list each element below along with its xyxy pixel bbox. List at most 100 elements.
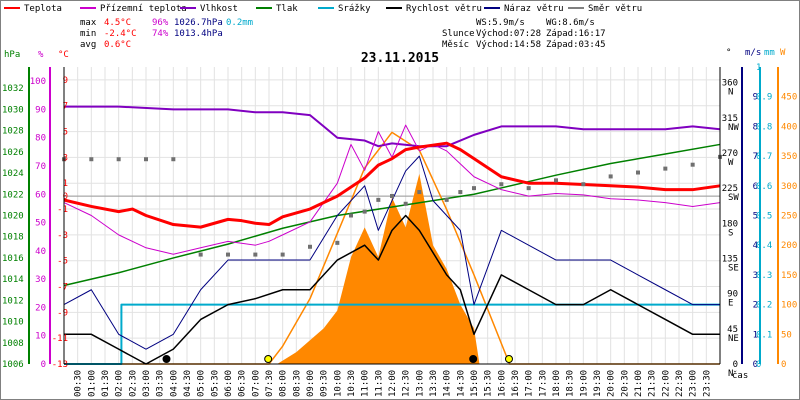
humidity-tick-label: 70: [35, 162, 46, 172]
direction-cardinal-label: SW: [728, 193, 739, 203]
wind-direction-point: [581, 182, 586, 187]
stats-max-pressure: 1026.7hPa: [174, 18, 223, 28]
stats-avg-temp: 0.6°C: [104, 40, 131, 50]
wind-tick-label: 6: [753, 182, 758, 192]
x-tick-label: 18:00: [552, 370, 562, 397]
x-tick-label: 07:00: [251, 370, 261, 397]
wind-direction-point: [390, 193, 394, 198]
stats-max-label: max: [80, 18, 97, 28]
direction-tick-label: 45: [727, 325, 738, 335]
direction-tick-label: 90: [727, 290, 738, 300]
temperature-tick-label: 7: [63, 102, 68, 112]
x-tick-label: 20:00: [607, 370, 617, 397]
x-tick-label: 12:00: [388, 370, 398, 397]
radiation-tick-label: 150: [781, 271, 797, 281]
x-tick-label: 21:30: [648, 370, 658, 397]
info-block: WS:5.9m/s WG:8.6m/s Slunce Východ:07:28 …: [442, 18, 606, 50]
x-tick-label: 19:30: [593, 370, 603, 397]
rain-tick-label: 0.1: [756, 330, 772, 340]
stats-max-rain: 0.2mm: [226, 18, 253, 28]
temperature-tick-label: -13: [52, 360, 68, 370]
pressure-tick-label: 1018: [2, 233, 24, 243]
wind-direction-point: [444, 197, 449, 202]
pressure-tick-label: 1008: [2, 339, 24, 349]
wind-direction-point: [376, 197, 381, 202]
pressure-tick-label: 1016: [2, 254, 24, 264]
rain-tick-label: 0.9: [756, 93, 772, 103]
humidity-tick-label: 20: [35, 303, 46, 313]
stats-max-humidity: 96%: [152, 18, 169, 28]
legend-label-smer-vetru: Směr větru: [588, 4, 642, 14]
stats-avg-label: avg: [80, 40, 96, 50]
stats-min-humidity: 74%: [152, 29, 169, 39]
wind-direction-point: [89, 157, 94, 162]
legend-label-prizemni-teplota: Přízemní teplota: [100, 4, 187, 14]
wind-direction-point: [690, 162, 695, 167]
x-tick-label: 21:00: [634, 370, 644, 397]
wind-direction-point: [308, 244, 312, 249]
info-sun-rise: Východ:07:28: [476, 29, 541, 39]
wind-direction-point: [472, 186, 476, 191]
temperature-tick-label: 1: [63, 179, 68, 189]
info-moon-rise: Východ:14:58: [476, 40, 541, 50]
wind-direction-point: [226, 252, 230, 257]
rain-tick-label: 0.4: [756, 241, 772, 251]
axis-title-time: čas: [732, 370, 748, 381]
stats-min-temp: -2.4°C: [104, 29, 137, 39]
direction-cardinal-label: N: [728, 369, 733, 379]
legend-item-teplota: Teplota: [4, 4, 62, 14]
legend-item-rychlost-vetru: Rychlost větru: [386, 4, 482, 14]
rain-tick-label: 0.3: [756, 271, 772, 281]
legend-item-srazky: Srážky: [318, 4, 371, 14]
x-tick-label: 08:30: [292, 370, 302, 397]
info-moon-set: Západ:03:45: [546, 40, 606, 50]
legend-item-smer-vetru: Směr větru: [568, 4, 642, 14]
x-tick-label: 03:00: [142, 370, 152, 397]
direction-cardinal-label: E: [728, 299, 733, 309]
pressure-tick-label: 1022: [2, 190, 24, 200]
pressure-tick-label: 1006: [2, 360, 24, 370]
x-tick-label: 10:30: [347, 370, 357, 397]
radiation-tick-label: 450: [781, 93, 797, 103]
radiation-tick-label: 250: [781, 212, 797, 222]
sun-set-marker: [504, 355, 513, 363]
wind-direction-point: [198, 252, 203, 257]
direction-tick-label: 180: [722, 219, 738, 229]
rain-tick-label: 0.8: [756, 122, 772, 132]
x-tick-label: 09:30: [320, 370, 330, 397]
x-tick-label: 14:30: [456, 370, 466, 397]
wind-tick-label: 7: [753, 152, 758, 162]
x-tick-label: 09:00: [306, 370, 316, 397]
pressure-tick-label: 1014: [2, 275, 24, 285]
wind-direction-point: [663, 166, 668, 171]
wind-tick-label: 3: [753, 271, 758, 281]
direction-tick-label: 225: [722, 184, 738, 194]
direction-tick-label: 135: [722, 254, 738, 264]
radiation-area: [64, 173, 720, 364]
direction-cardinal-label: NE: [728, 334, 739, 344]
wind-tick-label: 1: [753, 330, 758, 340]
temperature-tick-label: -3: [57, 231, 68, 241]
rain-tick-label: 0.6: [756, 182, 772, 192]
x-tick-label: 12:30: [402, 370, 412, 397]
stats-max-temp: 4.5°C: [104, 18, 131, 28]
humidity-tick-label: 0: [41, 360, 46, 370]
x-tick-label: 05:30: [210, 370, 220, 397]
rain-tick-label: 0.2: [756, 301, 772, 311]
temperature-tick-label: 3: [63, 153, 68, 163]
axis-title-rain: mm: [764, 48, 775, 58]
axis-title-direction: °: [726, 48, 731, 58]
x-tick-label: 07:30: [265, 370, 275, 397]
info-wg: WG:8.6m/s: [546, 18, 595, 28]
info-moon-label: Měsíc: [442, 40, 469, 50]
x-tick-label: 03:30: [156, 370, 166, 397]
humidity-tick-label: 80: [35, 134, 46, 144]
pressure-tick-label: 1028: [2, 127, 24, 137]
pressure-tick-label: 1024: [2, 169, 24, 179]
temperature-tick-label: 9: [63, 76, 68, 86]
sun-rise-marker: [264, 355, 273, 363]
direction-cardinal-label: N: [728, 88, 733, 98]
radiation-tick-label: 50: [781, 330, 792, 340]
x-tick-label: 16:30: [511, 370, 521, 397]
